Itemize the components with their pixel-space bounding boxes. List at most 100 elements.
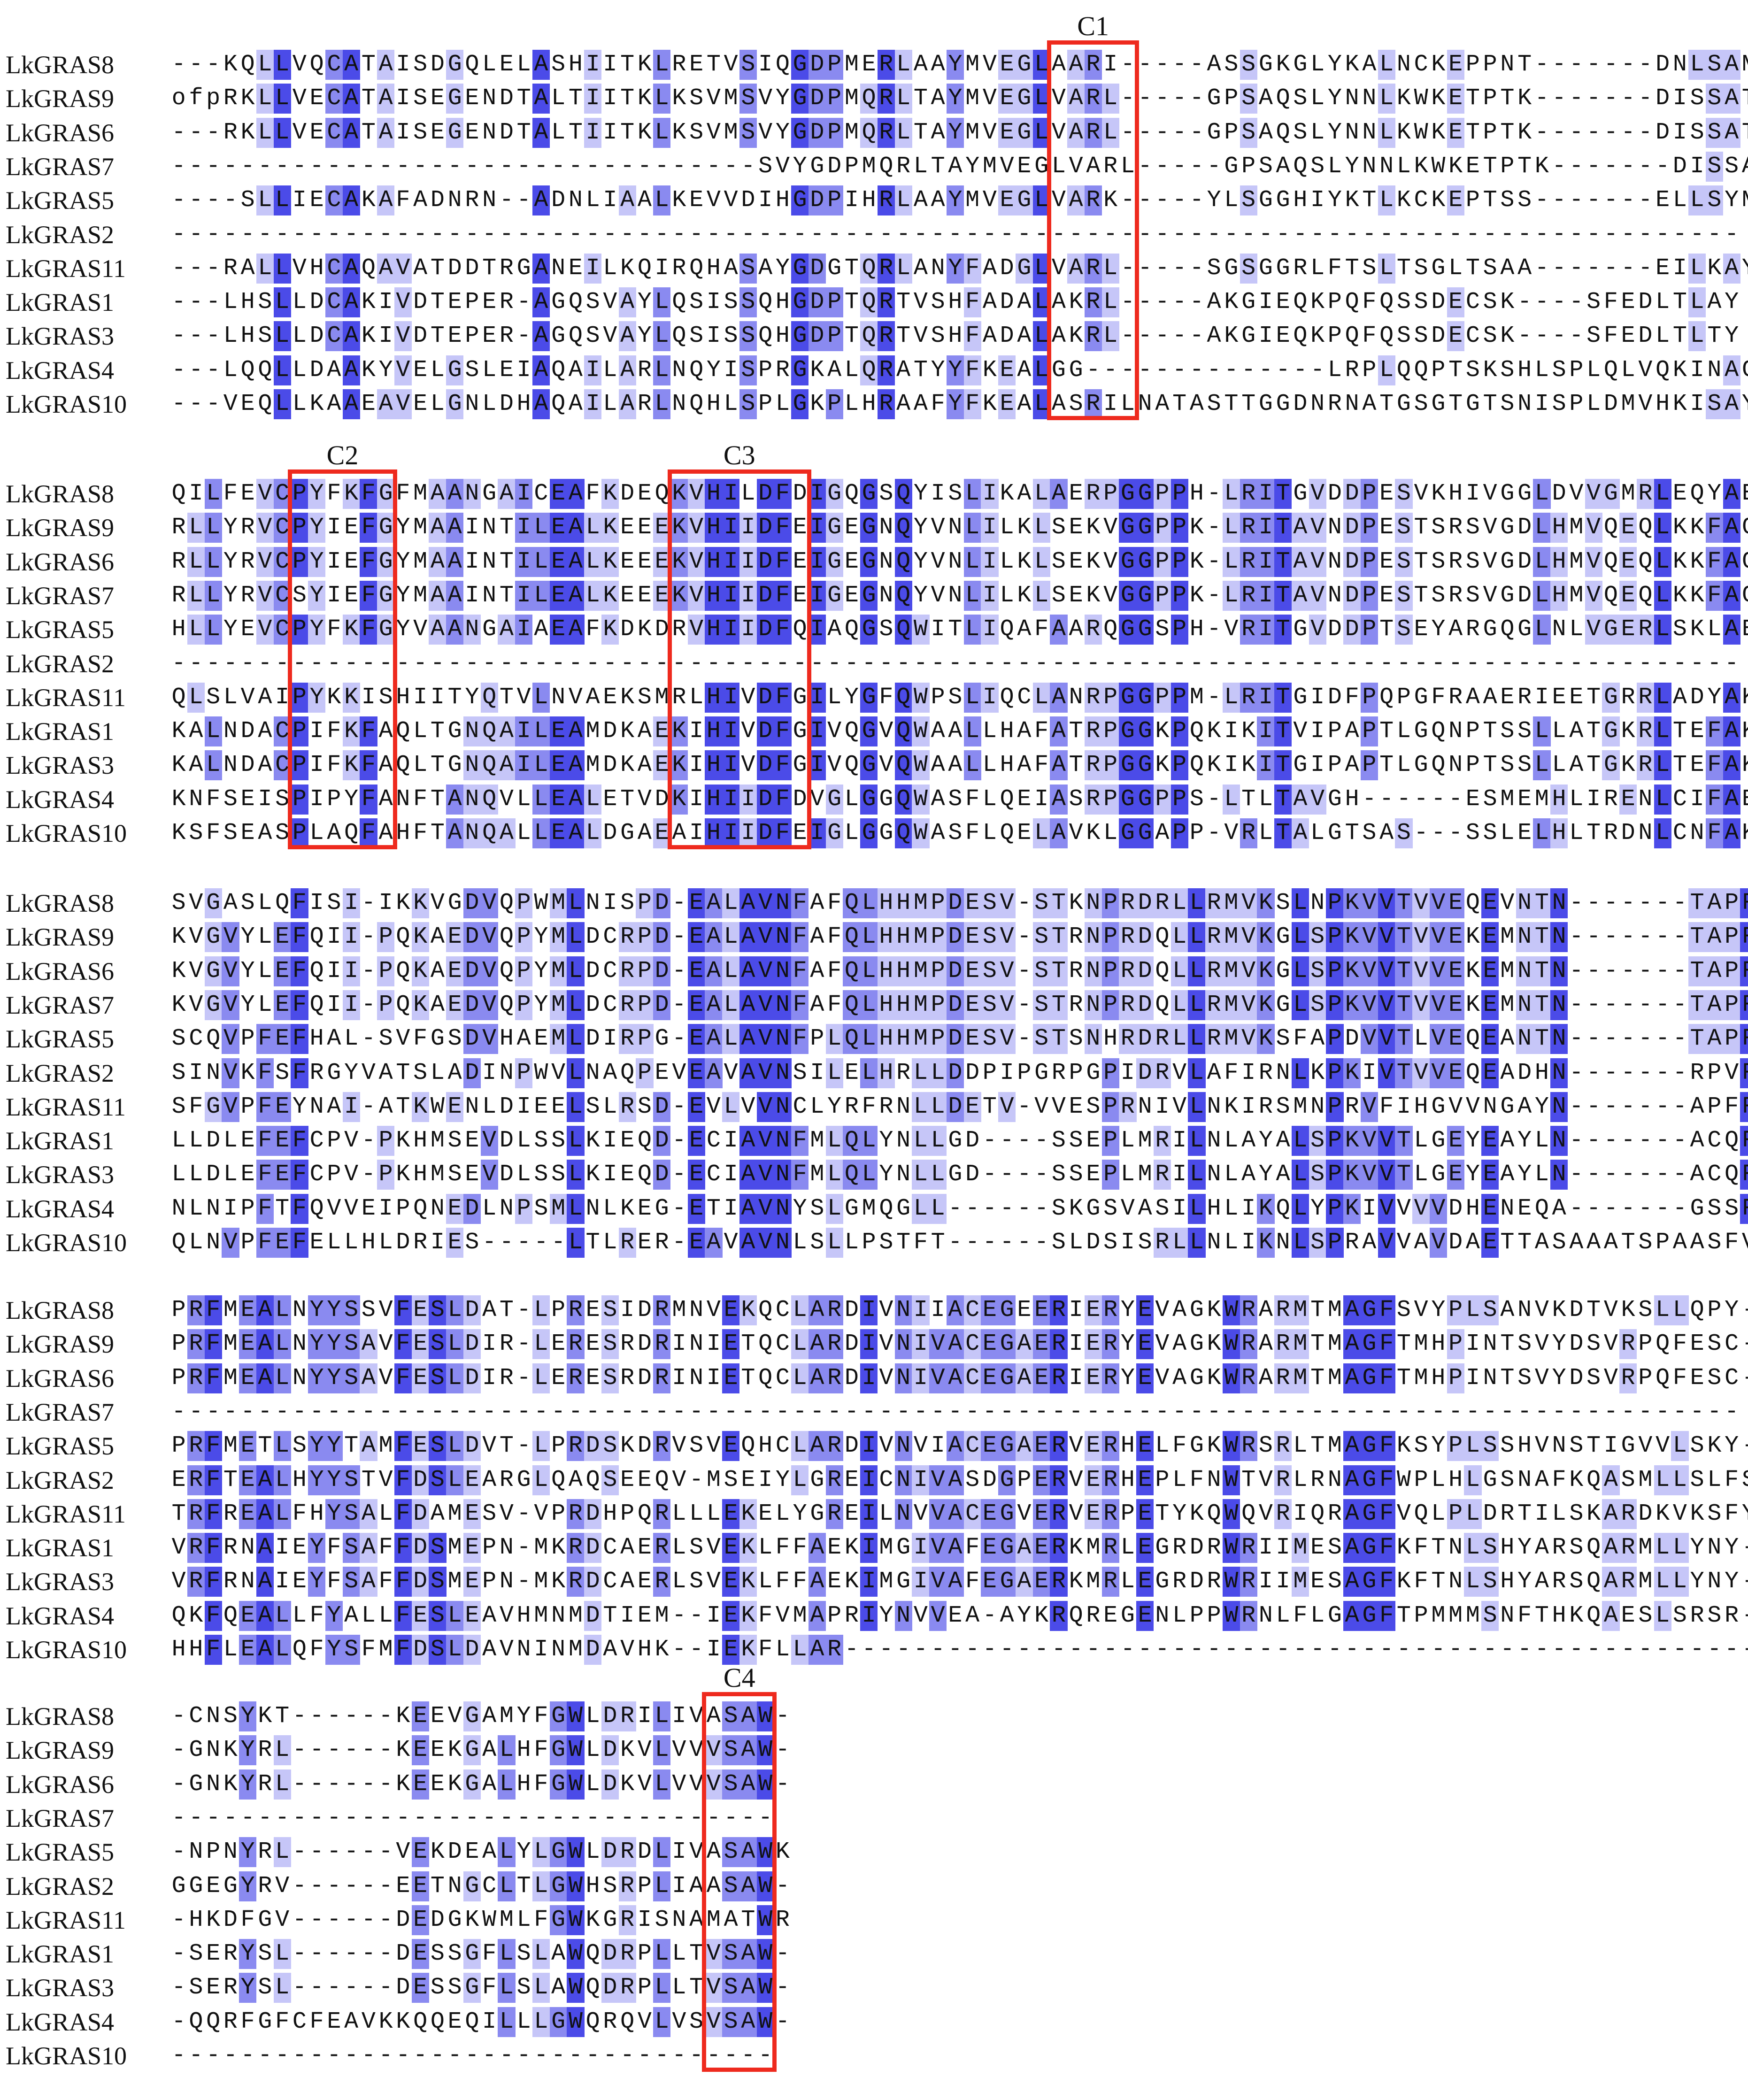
residue: - [239,649,256,679]
residue: N [429,1194,446,1224]
residue: R [498,321,515,351]
residue: V [929,1329,947,1360]
residue: - [1671,1397,1688,1427]
residue: A [947,716,964,746]
residue: A [1723,513,1740,543]
residue: I [1171,1160,1188,1190]
residue: - [170,1837,187,1867]
residue: S [1032,1024,1050,1054]
residue: - [205,1803,222,1833]
residue: G [1499,1092,1516,1122]
residue: - [688,152,705,182]
residue: G [550,321,567,351]
residue: M [843,118,860,148]
residue: G [1119,546,1137,577]
residue: Y [912,479,929,509]
residue: - [1033,1160,1050,1190]
residue: - [1602,1058,1619,1088]
residue: - [1102,220,1119,250]
residue: M [860,1194,878,1224]
sequence-row: LkGRAS3 V R F R N A I E Y F S A F F D S M E P N - M K R D C A E R L S V E… [0,1565,1748,1599]
residue: F [394,185,412,215]
residue: - [619,649,636,679]
residue: - [1274,220,1292,250]
residue: A [1171,1329,1188,1359]
residue: L [532,750,550,781]
residue: - [325,1837,343,1867]
residue: A [1205,321,1223,351]
residue: S [981,990,999,1020]
residue: I [860,1600,878,1631]
residue: A [1171,1295,1188,1325]
residue: E [739,1465,757,1495]
residue: L [498,1973,516,2003]
residue: V [929,1499,947,1529]
residue: - [394,1803,412,1833]
residue: - [1430,649,1447,679]
residue: D [808,287,826,318]
residue: M [912,990,930,1020]
residue: F [532,1701,550,1731]
residue: A [325,1092,343,1122]
residue: D [946,888,964,918]
residue: M [549,990,567,1020]
residue: Y [1516,1567,1533,1597]
residue: A [1309,1024,1326,1054]
residue: - [1585,152,1602,182]
sequence-name: LkGRAS2 [6,1463,170,1497]
residue: T [1516,152,1533,182]
residue: K [636,118,653,148]
residue: A [636,185,653,215]
residue: R [653,1363,671,1393]
residue: D [808,117,826,148]
residue: P [619,1499,636,1529]
residue: M [878,1533,895,1563]
residue: E [1447,1058,1464,1088]
residue: R [877,50,895,80]
residue: - [1171,152,1188,182]
residue: S [1032,956,1050,986]
residue: - [826,649,843,679]
residue: A [1705,888,1724,918]
residue: E [1067,581,1085,611]
residue: G [1430,1092,1447,1122]
residue: E [1568,683,1585,713]
residue: - [1585,1126,1602,1156]
residue: - [187,50,205,80]
residue: S [1481,785,1499,815]
residue: A [895,355,912,385]
residue: - [670,922,688,952]
residue: S [1464,818,1481,848]
residue: I [912,1465,930,1495]
residue: F [1723,1228,1740,1258]
residue: P [981,1058,998,1088]
residue: R [1205,956,1223,986]
residue: - [1361,649,1378,679]
residue: - [653,152,670,182]
residue: V [170,1567,187,1597]
residue: T [1740,84,1748,114]
residue: E [550,1363,567,1393]
residue: P [394,1194,412,1224]
residue: - [308,1803,325,1833]
residue: C [601,1567,619,1597]
residue: L [584,513,602,543]
residue: H [998,716,1016,746]
residue: Y [239,1939,257,1969]
residue: L [1654,818,1671,848]
residue: M [1326,1431,1343,1461]
residue: C [878,1465,895,1495]
residue: V [1533,1431,1550,1461]
residue: K [809,355,826,385]
residue: L [670,1567,688,1597]
residue: I [584,117,602,148]
residue: P [636,956,654,986]
residue: G [1464,389,1481,419]
residue: G [515,1465,532,1495]
residue: Y [1740,254,1748,284]
residue: Y [929,355,947,385]
residue: - [860,649,878,679]
residue: - [1654,922,1671,952]
residue: T [394,1092,412,1122]
residue: I [981,682,999,713]
